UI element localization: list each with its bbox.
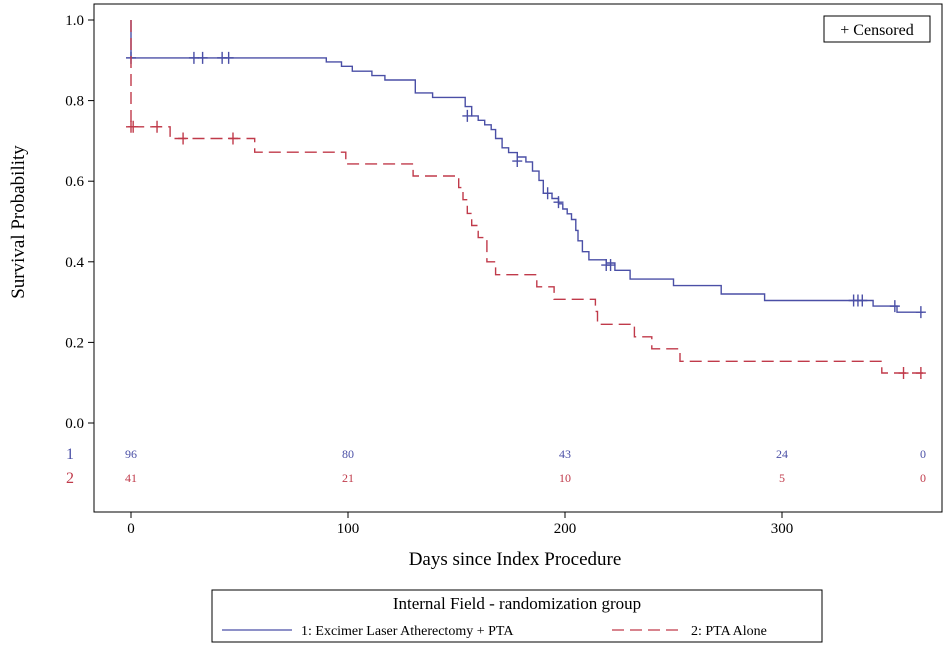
risk-count-1: 43 [559, 447, 571, 461]
censor-mark-1 [223, 51, 234, 64]
censor-legend-label: + Censored [840, 22, 913, 39]
censor-mark-1 [462, 109, 473, 122]
y-axis-title: Survival Probability [8, 145, 29, 299]
series-line-2 [130, 20, 923, 374]
risk-count-2: 0 [920, 471, 926, 485]
x-axis-title: Days since Index Procedure [409, 549, 622, 570]
risk-group-label-2: 2 [66, 470, 74, 487]
x-tick-label: 200 [554, 521, 577, 537]
censor-mark-2 [128, 120, 139, 133]
x-axis: 0 100 200 300 [127, 512, 793, 537]
y-axis: 0.0 0.2 0.4 0.6 0.8 1.0 [65, 13, 94, 432]
censor-mark-1 [197, 51, 208, 64]
y-tick-label: 0.8 [65, 94, 84, 110]
y-tick-label: 0.4 [65, 255, 84, 271]
risk-count-1: 96 [125, 447, 137, 461]
series-layer [126, 20, 926, 380]
plot-frame [93, 3, 943, 513]
risk-table: 1 96 80 43 24 0 2 41 21 10 5 0 [66, 446, 926, 487]
legend-label-series-2: 2: PTA Alone [691, 624, 767, 639]
x-tick-label: 0 [127, 521, 135, 537]
legend-label-series-1: 1: Excimer Laser Atherectomy + PTA [301, 624, 514, 639]
censor-legend: + Censored [823, 15, 931, 43]
risk-count-1: 24 [776, 447, 788, 461]
censor-mark-1 [915, 306, 926, 319]
series-line-1 [130, 20, 923, 313]
censor-mark-2 [227, 132, 238, 145]
y-tick-label: 0.6 [65, 174, 84, 190]
risk-count-2: 5 [779, 471, 785, 485]
y-tick-label: 1.0 [65, 13, 84, 29]
legend-title: Internal Field - randomization group [393, 594, 641, 613]
y-tick-label: 0.0 [65, 416, 84, 432]
legend-box [211, 589, 823, 643]
risk-count-2: 21 [342, 471, 354, 485]
risk-count-1: 80 [342, 447, 354, 461]
risk-count-2: 10 [559, 471, 571, 485]
censor-mark-1 [542, 187, 553, 200]
censor-legend-box [823, 15, 931, 43]
censor-mark-2 [915, 367, 926, 380]
censor-mark-1 [188, 51, 199, 64]
y-tick-label: 0.2 [65, 335, 84, 351]
risk-count-1: 0 [920, 447, 926, 461]
censor-mark-2 [898, 367, 909, 380]
censor-mark-1 [857, 294, 868, 307]
risk-count-2: 41 [125, 471, 137, 485]
x-tick-label: 300 [771, 521, 794, 537]
legend: Internal Field - randomization group 1: … [211, 589, 823, 643]
censor-mark-2 [152, 120, 163, 133]
censor-mark-1 [553, 196, 564, 209]
x-tick-label: 100 [337, 521, 360, 537]
censor-mark-1 [605, 259, 616, 272]
censor-mark-1 [512, 155, 523, 168]
risk-group-label-1: 1 [66, 446, 74, 463]
censor-mark-1 [889, 300, 900, 313]
censor-mark-2 [178, 132, 189, 145]
